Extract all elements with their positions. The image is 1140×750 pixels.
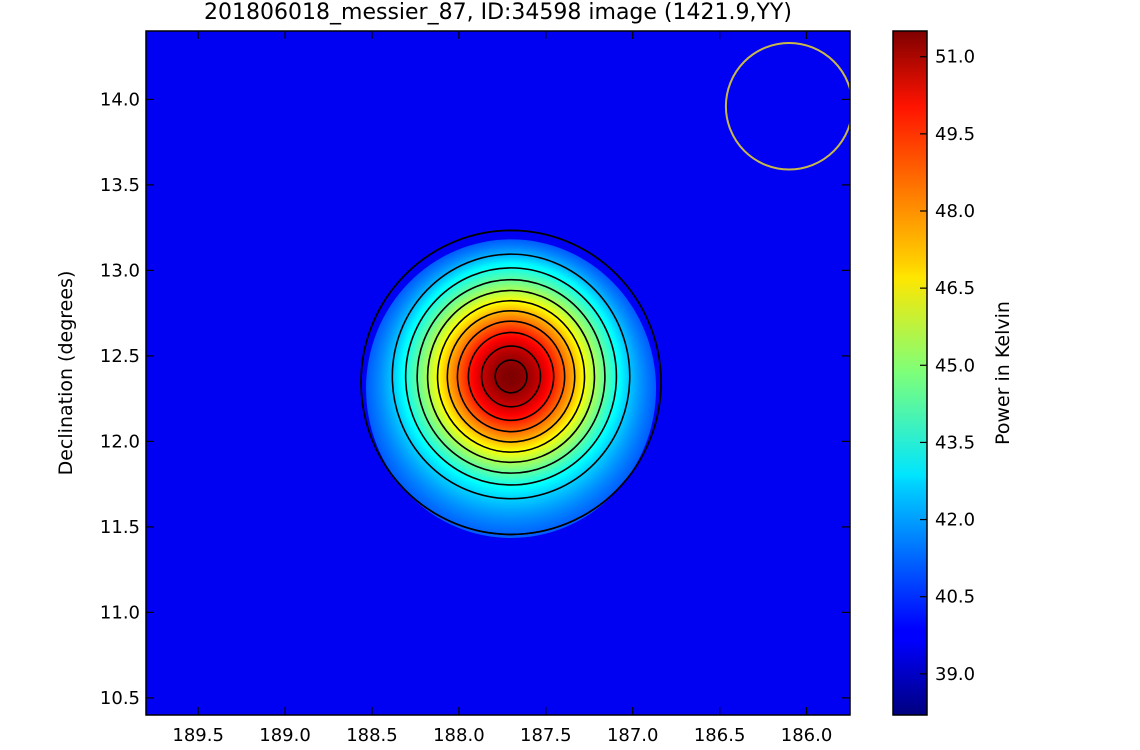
chart-title: 201806018_messier_87, ID:34598 image (14… (204, 0, 792, 25)
contour-line (416, 278, 606, 474)
y-tick-label: 11.5 (100, 517, 140, 538)
contour-line (467, 331, 555, 422)
colorbar-tick-label: 45.0 (935, 355, 975, 376)
x-tick-label: 186.0 (781, 725, 833, 746)
contour-line (360, 229, 662, 536)
beam-circle (724, 41, 850, 171)
colorbar-tick-label: 42.0 (935, 510, 975, 531)
y-tick-label: 12.5 (100, 346, 140, 367)
x-tick-label: 189.0 (259, 725, 311, 746)
contour-line (494, 359, 528, 394)
colorbar-tick-label: 48.0 (935, 201, 975, 222)
plot-frame (145, 30, 851, 716)
colorbar-tick-label: 39.0 (935, 664, 975, 685)
y-tick-label: 13.5 (100, 175, 140, 196)
y-tick-label: 12.0 (100, 431, 140, 452)
y-tick-label: 10.5 (100, 688, 140, 709)
x-tick-label: 188.0 (433, 725, 485, 746)
x-tick-label: 188.5 (346, 725, 398, 746)
heatmap-band (510, 375, 513, 378)
colorbar (892, 30, 928, 716)
colorbar-tick-label: 49.5 (935, 124, 975, 145)
colorbar-tick-label: 43.5 (935, 432, 975, 453)
contour-line (391, 253, 631, 500)
x-tick-label: 189.5 (172, 725, 224, 746)
x-tick-label: 187.5 (520, 725, 572, 746)
contour-line (436, 299, 586, 453)
x-tick-label: 187.0 (607, 725, 659, 746)
y-tick-label: 11.0 (100, 602, 140, 623)
colorbar-tick-label: 51.0 (935, 47, 975, 68)
colorbar-tick-label: 40.5 (935, 587, 975, 608)
contour-line (426, 289, 596, 464)
contour-line (404, 267, 618, 486)
x-tick-label: 186.5 (694, 725, 746, 746)
y-tick-label: 14.0 (100, 89, 140, 110)
colorbar-tick-label: 46.5 (935, 278, 975, 299)
y-tick-label: 13.0 (100, 260, 140, 281)
contour-line (456, 320, 566, 433)
contour-line (480, 345, 542, 408)
contour-line (446, 310, 576, 443)
